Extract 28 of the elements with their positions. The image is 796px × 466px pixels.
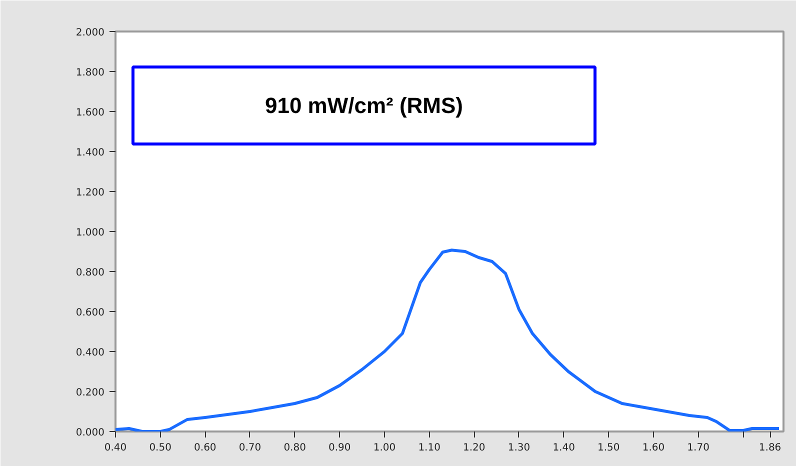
y-tick-label: 1.400 (76, 148, 105, 158)
x-tick-label: 0.50 (149, 442, 172, 454)
x-tick-label: 1.00 (373, 442, 396, 454)
x-tick-label: 1.50 (598, 442, 620, 454)
y-tick-label: 1.200 (76, 188, 105, 198)
x-tick-label: 1.40 (552, 442, 575, 454)
y-tick-label: 0.800 (76, 268, 105, 278)
x-tick-label: 1.30 (508, 442, 530, 454)
line-series (116, 248, 781, 432)
y-tick-label: 0.000 (76, 428, 105, 438)
y-tick-label: 1.800 (76, 68, 105, 78)
x-tick-label: 0.80 (284, 442, 306, 454)
x-tick-label: 1.86 (758, 442, 782, 454)
x-tick-label: 1.70 (687, 442, 710, 454)
x-tick-label: 0.60 (194, 442, 216, 454)
y-tick-label: 2.000 (76, 28, 105, 38)
y-tick-label: 1.600 (76, 108, 105, 118)
y-tick-label: 1.000 (76, 228, 105, 238)
y-tick-label: 0.400 (76, 348, 105, 358)
y-tick-label: 0.600 (76, 308, 105, 318)
annotation: 910 mW/cm² (RMS) (264, 93, 464, 118)
x-tick-label: 1.60 (642, 442, 665, 454)
x-tick-label: 0.90 (328, 442, 351, 454)
x-tick-label: 0.70 (238, 442, 262, 454)
y-tick-label: 0.200 (76, 388, 105, 398)
x-tick-label: 0.40 (104, 442, 127, 454)
x-tick-label: 1.20 (463, 442, 486, 454)
x-tick-label: 1.10 (418, 442, 440, 454)
